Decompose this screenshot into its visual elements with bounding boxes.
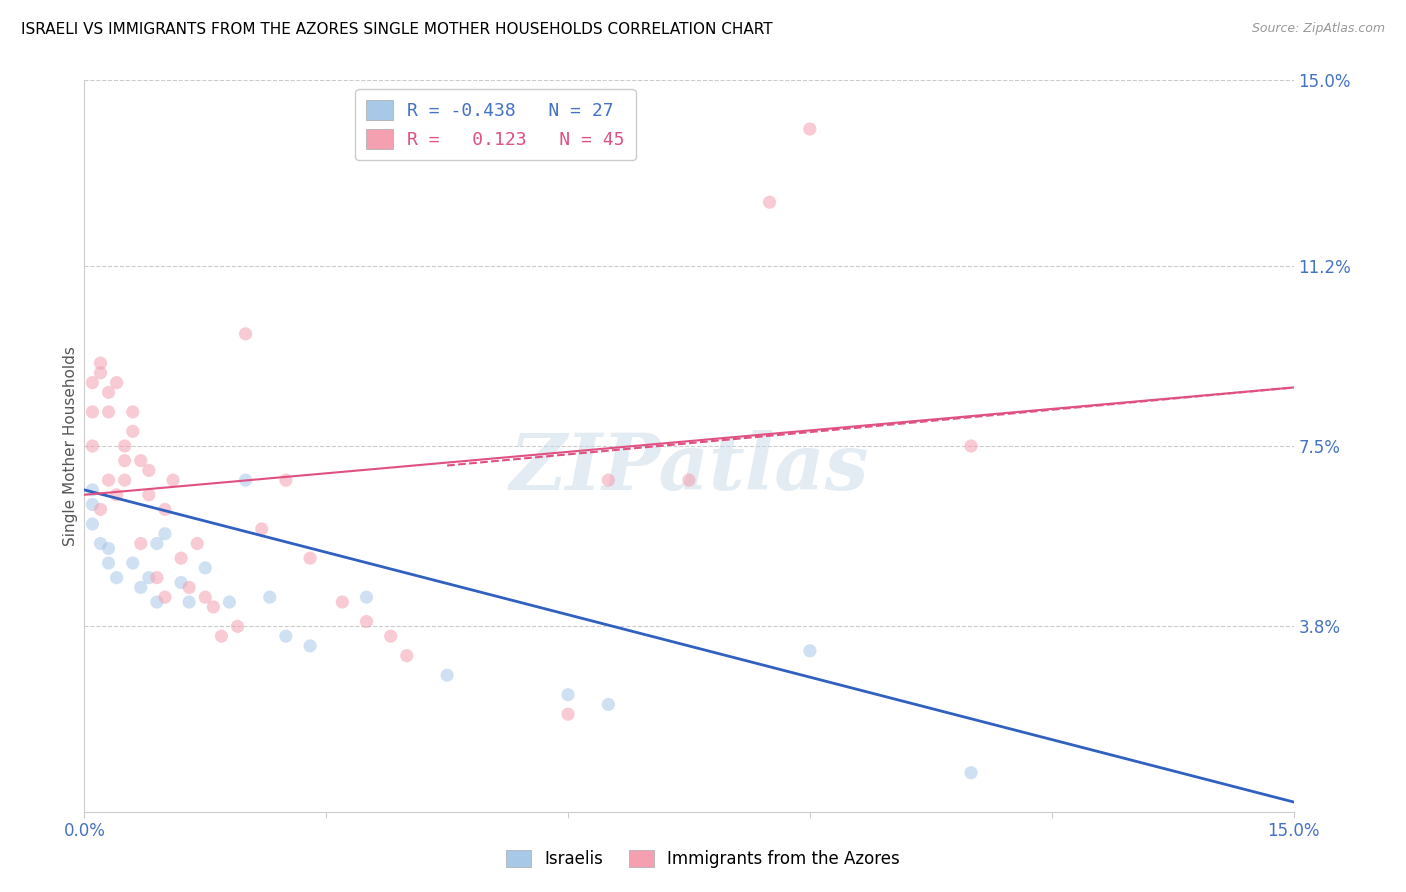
Point xyxy=(194,590,217,604)
Point xyxy=(218,595,240,609)
Point xyxy=(299,639,322,653)
Point xyxy=(114,453,136,467)
Point xyxy=(146,571,169,585)
Point xyxy=(330,595,353,609)
Point xyxy=(274,473,297,487)
Point xyxy=(97,473,120,487)
Point xyxy=(170,551,193,566)
Point xyxy=(114,439,136,453)
Point xyxy=(395,648,418,663)
Point xyxy=(799,644,821,658)
Point xyxy=(138,463,160,477)
Point xyxy=(598,698,620,712)
Point xyxy=(299,551,322,566)
Point xyxy=(557,688,579,702)
Point xyxy=(114,473,136,487)
Point xyxy=(146,536,169,550)
Point xyxy=(356,615,378,629)
Point xyxy=(678,473,700,487)
Point xyxy=(97,541,120,556)
Point xyxy=(138,488,160,502)
Point xyxy=(89,502,111,516)
Point xyxy=(356,590,378,604)
Point xyxy=(121,405,143,419)
Point xyxy=(89,536,111,550)
Point xyxy=(250,522,273,536)
Point xyxy=(194,561,217,575)
Point xyxy=(129,453,152,467)
Point xyxy=(105,376,128,390)
Point xyxy=(97,556,120,570)
Legend: R = -0.438   N = 27, R =   0.123   N = 45: R = -0.438 N = 27, R = 0.123 N = 45 xyxy=(356,89,636,160)
Point xyxy=(129,581,152,595)
Point xyxy=(153,590,176,604)
Point xyxy=(170,575,193,590)
Point xyxy=(235,326,257,341)
Point xyxy=(557,707,579,722)
Point xyxy=(186,536,208,550)
Point xyxy=(82,439,104,453)
Point xyxy=(799,122,821,136)
Point xyxy=(162,473,184,487)
Point xyxy=(153,502,176,516)
Point xyxy=(89,356,111,370)
Point xyxy=(121,425,143,439)
Point xyxy=(97,385,120,400)
Point xyxy=(97,405,120,419)
Text: ISRAELI VS IMMIGRANTS FROM THE AZORES SINGLE MOTHER HOUSEHOLDS CORRELATION CHART: ISRAELI VS IMMIGRANTS FROM THE AZORES SI… xyxy=(21,22,773,37)
Point xyxy=(274,629,297,643)
Legend: Israelis, Immigrants from the Azores: Israelis, Immigrants from the Azores xyxy=(499,843,907,875)
Point xyxy=(960,765,983,780)
Point xyxy=(380,629,402,643)
Point xyxy=(129,536,152,550)
Point xyxy=(226,619,249,633)
Point xyxy=(82,376,104,390)
Point xyxy=(179,581,201,595)
Point xyxy=(179,595,201,609)
Point xyxy=(146,595,169,609)
Point xyxy=(105,488,128,502)
Point xyxy=(121,556,143,570)
Point xyxy=(82,498,104,512)
Point xyxy=(82,483,104,497)
Y-axis label: Single Mother Households: Single Mother Households xyxy=(63,346,77,546)
Point xyxy=(235,473,257,487)
Point xyxy=(259,590,281,604)
Point xyxy=(960,439,983,453)
Point xyxy=(209,629,232,643)
Point xyxy=(89,366,111,380)
Point xyxy=(758,195,780,210)
Point xyxy=(436,668,458,682)
Point xyxy=(598,473,620,487)
Text: ZIPatlas: ZIPatlas xyxy=(509,430,869,506)
Point xyxy=(138,571,160,585)
Point xyxy=(202,599,225,614)
Point xyxy=(82,405,104,419)
Point xyxy=(82,516,104,531)
Point xyxy=(153,526,176,541)
Point xyxy=(105,571,128,585)
Text: Source: ZipAtlas.com: Source: ZipAtlas.com xyxy=(1251,22,1385,36)
